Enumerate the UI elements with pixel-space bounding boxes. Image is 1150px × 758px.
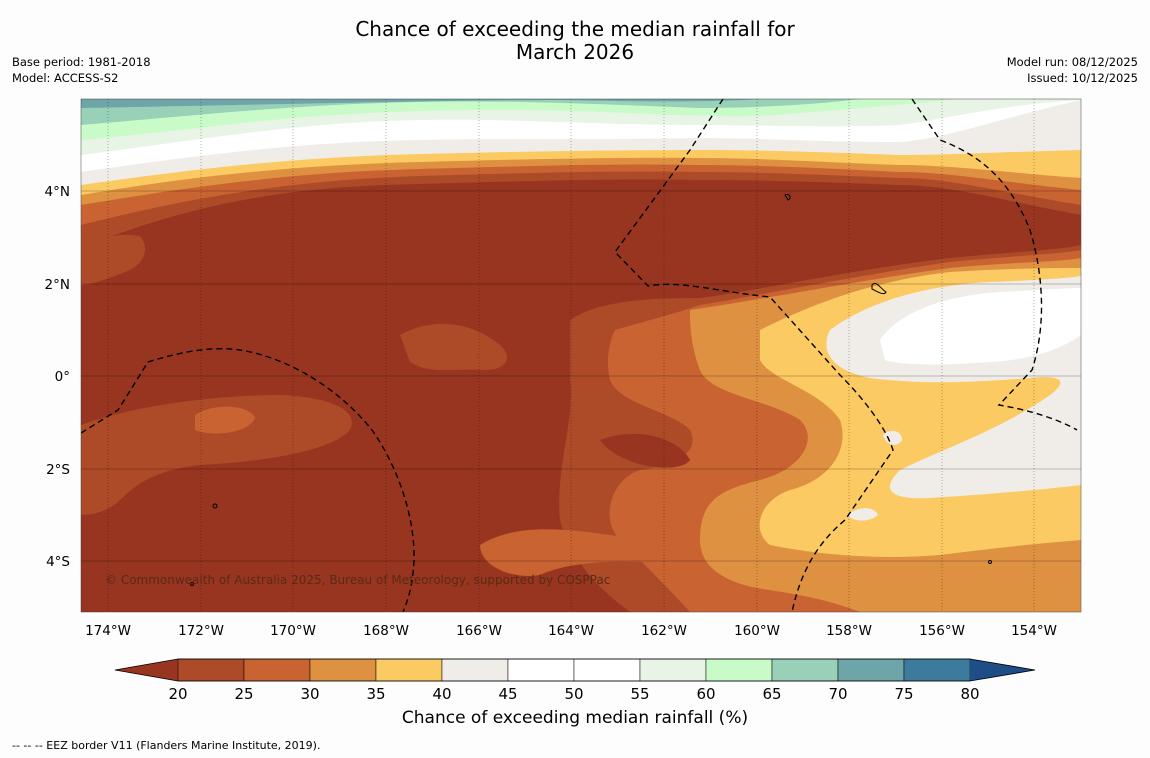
model-run: Model run: 08/12/2025 — [1006, 55, 1138, 69]
contour-20-25-tongue — [600, 433, 690, 468]
colorbar-cell — [837, 658, 905, 682]
contour-25-30-centre — [400, 323, 508, 371]
base-period: Base period: 1981-2018 — [12, 55, 151, 69]
island-3 — [212, 503, 218, 509]
colorbar-cell — [375, 658, 443, 682]
contour-small-45b — [883, 430, 902, 445]
lon-tick: 172°W — [178, 623, 224, 639]
title-line-2: March 2026 — [515, 40, 635, 64]
island-5 — [988, 560, 992, 564]
colorbar-low-arrow — [115, 659, 178, 681]
chart-title: Chance of exceeding the median rainfall … — [0, 18, 1150, 64]
lat-tick: 2°N — [45, 277, 70, 293]
colorbar-tick: 55 — [630, 685, 649, 700]
latitude-lines — [81, 190, 1081, 562]
lat-tick: 4°N — [45, 184, 70, 200]
lon-tick: 170°W — [270, 623, 316, 639]
colorbar-cell — [705, 658, 773, 682]
lon-tick: 158°W — [826, 623, 872, 639]
colorbar-cell — [243, 658, 311, 682]
contour-25-30-west — [81, 395, 352, 515]
meta-left: Base period: 1981-2018 Model: ACCESS-S2 — [12, 54, 151, 86]
colorbar-cell — [441, 658, 509, 682]
lat-tick: 4°S — [46, 554, 70, 570]
colorbar-cell — [507, 658, 575, 682]
contour-25-30-nw — [81, 234, 145, 285]
lat-tick: 2°S — [46, 462, 70, 478]
colorbar: 20 25 30 35 40 45 50 55 60 65 70 75 80 — [114, 658, 1036, 700]
colorbar-cell — [639, 658, 707, 682]
island-2 — [871, 282, 887, 295]
lon-tick: 154°W — [1011, 623, 1057, 639]
lon-tick-labels: 174°W 172°W 170°W 168°W 166°W 164°W 162°… — [85, 623, 1057, 639]
eez-borders — [81, 99, 1078, 612]
colorbar-high-arrow — [970, 659, 1035, 681]
colorbar-tick: 40 — [432, 685, 451, 700]
colorbar-tick: 35 — [366, 685, 385, 700]
colorbar-tick: 25 — [234, 685, 253, 700]
rainfall-contours — [81, 99, 1081, 612]
colorbar-tick: 45 — [498, 685, 517, 700]
contour-30-35-west — [195, 406, 255, 434]
lon-tick: 156°W — [919, 623, 965, 639]
colorbar-tick: 75 — [894, 685, 913, 700]
lon-tick: 162°W — [641, 623, 687, 639]
title-line-1: Chance of exceeding the median rainfall … — [355, 17, 795, 41]
copyright-text: © Commonwealth of Australia 2025, Bureau… — [105, 573, 610, 587]
eez-footnote: -- -- -- EEZ border V11 (Flanders Marine… — [12, 739, 321, 752]
island-4 — [190, 582, 194, 586]
colorbar-tick: 30 — [300, 685, 319, 700]
contour-50-55-east — [880, 288, 1081, 365]
lon-tick: 164°W — [548, 623, 594, 639]
colorbar-tick: 65 — [762, 685, 781, 700]
colorbar-tick: 20 — [168, 685, 187, 700]
contour-70-75-north — [81, 99, 760, 108]
colorbar-outline — [114, 658, 1036, 682]
lon-tick: 174°W — [85, 623, 131, 639]
contour-60-65-north — [81, 99, 960, 140]
model-name: Model: ACCESS-S2 — [12, 71, 119, 85]
lat-tick: 0° — [55, 369, 70, 385]
island-1 — [784, 194, 791, 201]
lon-tick: 160°W — [734, 623, 780, 639]
meta-right: Model run: 08/12/2025 Issued: 10/12/2025 — [1007, 54, 1138, 86]
lon-tick: 166°W — [456, 623, 502, 639]
colorbar-cell — [573, 658, 641, 682]
colorbar-cell — [903, 658, 971, 682]
issued-date: Issued: 10/12/2025 — [1027, 71, 1138, 85]
contour-small-45 — [847, 508, 878, 521]
colorbar-cell — [771, 658, 839, 682]
colorbar-ticks: 20 25 30 35 40 45 50 55 60 65 70 75 80 — [168, 685, 979, 700]
contour-65-70-north — [81, 99, 860, 125]
colorbar-cell — [309, 658, 377, 682]
colorbar-label: Chance of exceeding median rainfall (%) — [401, 708, 749, 728]
colorbar-cell — [177, 658, 245, 682]
colorbar-tick: 60 — [696, 685, 715, 700]
colorbar-tick: 70 — [828, 685, 847, 700]
lat-tick-labels: 4°N 2°N 0° 2°S 4°S — [45, 184, 70, 570]
map-frame — [80, 98, 1082, 613]
islands — [190, 194, 992, 586]
colorbar-tick: 80 — [960, 685, 979, 700]
colorbar-tick: 50 — [564, 685, 583, 700]
lon-tick: 168°W — [363, 623, 409, 639]
colorbar-cells — [177, 658, 971, 682]
map-figure: © Commonwealth of Australia 2025, Bureau… — [45, 98, 1082, 700]
